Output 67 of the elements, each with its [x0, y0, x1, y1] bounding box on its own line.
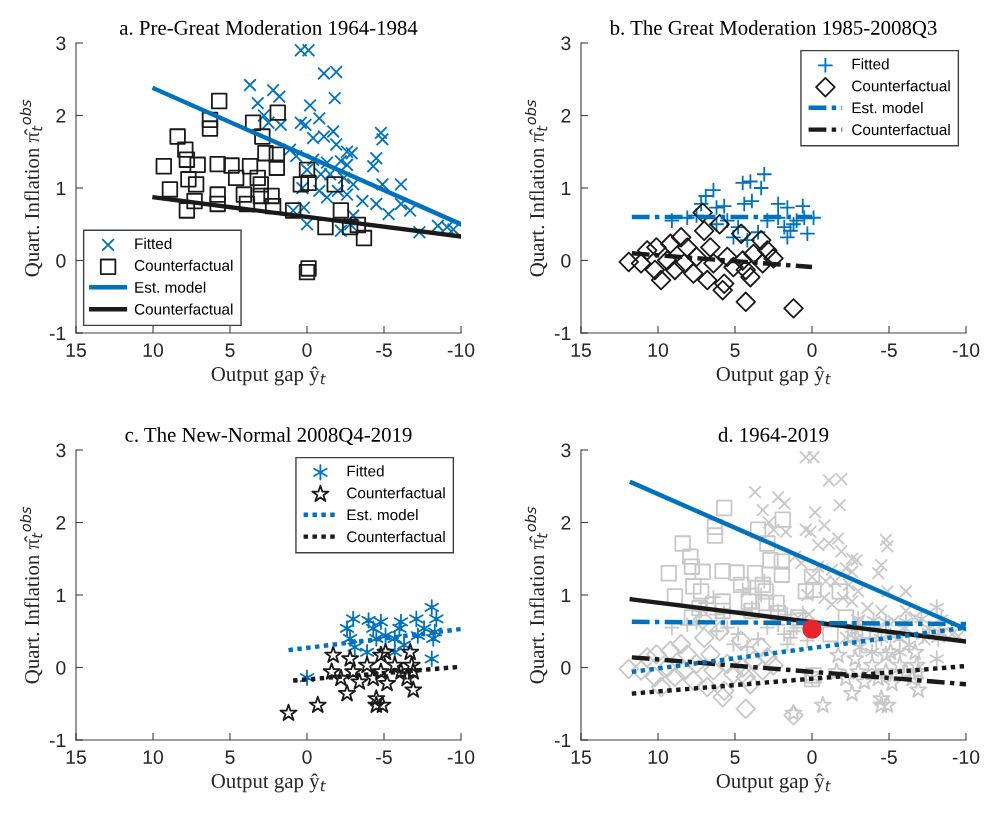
x-tick-label: 15 — [571, 343, 591, 357]
chart-title: a. Pre-Great Moderation 1964-1984 — [119, 20, 418, 35]
y-tick-label: 1 — [561, 588, 571, 603]
x-tick-label: 5 — [225, 343, 235, 357]
y-tick-label: 3 — [56, 443, 66, 458]
x-tick-label: 15 — [571, 750, 591, 764]
legend-label: Counterfactual — [134, 303, 233, 315]
legend-label: Fitted — [852, 58, 889, 70]
y-tick-label: 1 — [56, 588, 66, 603]
y-tick-label: 1 — [56, 181, 66, 196]
y-tick-label: 3 — [561, 443, 571, 458]
y-tick-label: -1 — [554, 326, 571, 341]
y-axis-title: Quart. Inflation π̂$_{t}$$^{obs}$ — [524, 506, 548, 684]
y-tick-label: 3 — [561, 36, 571, 51]
x-tick-label: 0 — [807, 343, 817, 357]
x-axis-title: Output gap ŷ$_{t}$ — [211, 773, 326, 793]
x-tick-label: 5 — [730, 343, 740, 357]
x-tick-label: -5 — [881, 750, 897, 764]
x-tick-label: 5 — [730, 750, 740, 764]
y-tick-label: -1 — [49, 326, 66, 341]
legend-label: Counterfactual — [347, 487, 445, 499]
y-axis-title: Quart. Inflation π̂$_{t}$$^{obs}$ — [524, 99, 548, 277]
y-tick-label: 3 — [56, 36, 66, 51]
x-tick-label: 0 — [807, 750, 817, 764]
y-tick-label: 0 — [56, 660, 66, 675]
y-tick-label: 2 — [561, 108, 571, 123]
y-tick-label: 0 — [561, 253, 571, 268]
x-tick-label: 10 — [143, 750, 164, 764]
x-tick-label: -5 — [376, 343, 392, 357]
legend-label: Est. model — [347, 509, 418, 521]
x-axis-title: Output gap ŷ$_{t}$ — [716, 366, 831, 386]
legend-label: Counterfactual — [347, 530, 445, 543]
x-tick-label: 15 — [66, 343, 86, 357]
legend-label: Counterfactual — [134, 259, 233, 271]
y-tick-label: 2 — [56, 515, 66, 530]
y-tick-label: 0 — [561, 660, 571, 675]
x-tick-label: 15 — [66, 750, 86, 764]
x-tick-label: 0 — [302, 343, 312, 357]
x-tick-label: 0 — [302, 750, 312, 764]
x-axis-title: Output gap ŷ$_{t}$ — [716, 773, 831, 793]
x-tick-label: -5 — [376, 750, 392, 764]
x-axis-title: Output gap ŷ$_{t}$ — [211, 366, 326, 386]
legend-label: Est. model — [135, 281, 206, 293]
y-tick-label: -1 — [554, 733, 571, 748]
x-tick-label: 10 — [143, 343, 164, 357]
y-tick-label: 0 — [56, 253, 66, 268]
x-tick-label: 5 — [225, 750, 235, 764]
y-tick-label: -1 — [49, 733, 66, 748]
y-tick-label: 2 — [561, 515, 571, 530]
x-tick-label: -10 — [447, 343, 475, 357]
y-tick-label: 2 — [56, 108, 66, 123]
y-axis-title: Quart. Inflation π̂$_{t}$$^{obs}$ — [19, 506, 43, 684]
chart-title: b. The Great Moderation 1985-2008Q3 — [609, 20, 937, 39]
legend-label: Est. model — [852, 102, 923, 114]
legend-label: Counterfactual — [852, 123, 950, 136]
x-tick-label: -10 — [952, 343, 980, 357]
x-tick-label: -5 — [881, 343, 897, 357]
x-tick-label: -10 — [447, 750, 475, 764]
legend-label: Fitted — [135, 237, 172, 250]
legend-label: Counterfactual — [852, 80, 950, 92]
y-axis-title: Quart. Inflation π̂$_{t}$$^{obs}$ — [19, 99, 43, 277]
y-tick-label: 1 — [561, 181, 571, 196]
chart-title: d. 1964-2019 — [718, 427, 829, 442]
chart-title: c. The New-Normal 2008Q4-2019 — [125, 427, 412, 446]
x-tick-label: 10 — [648, 750, 669, 764]
x-tick-label: -10 — [952, 750, 980, 764]
x-tick-label: 10 — [648, 343, 669, 357]
